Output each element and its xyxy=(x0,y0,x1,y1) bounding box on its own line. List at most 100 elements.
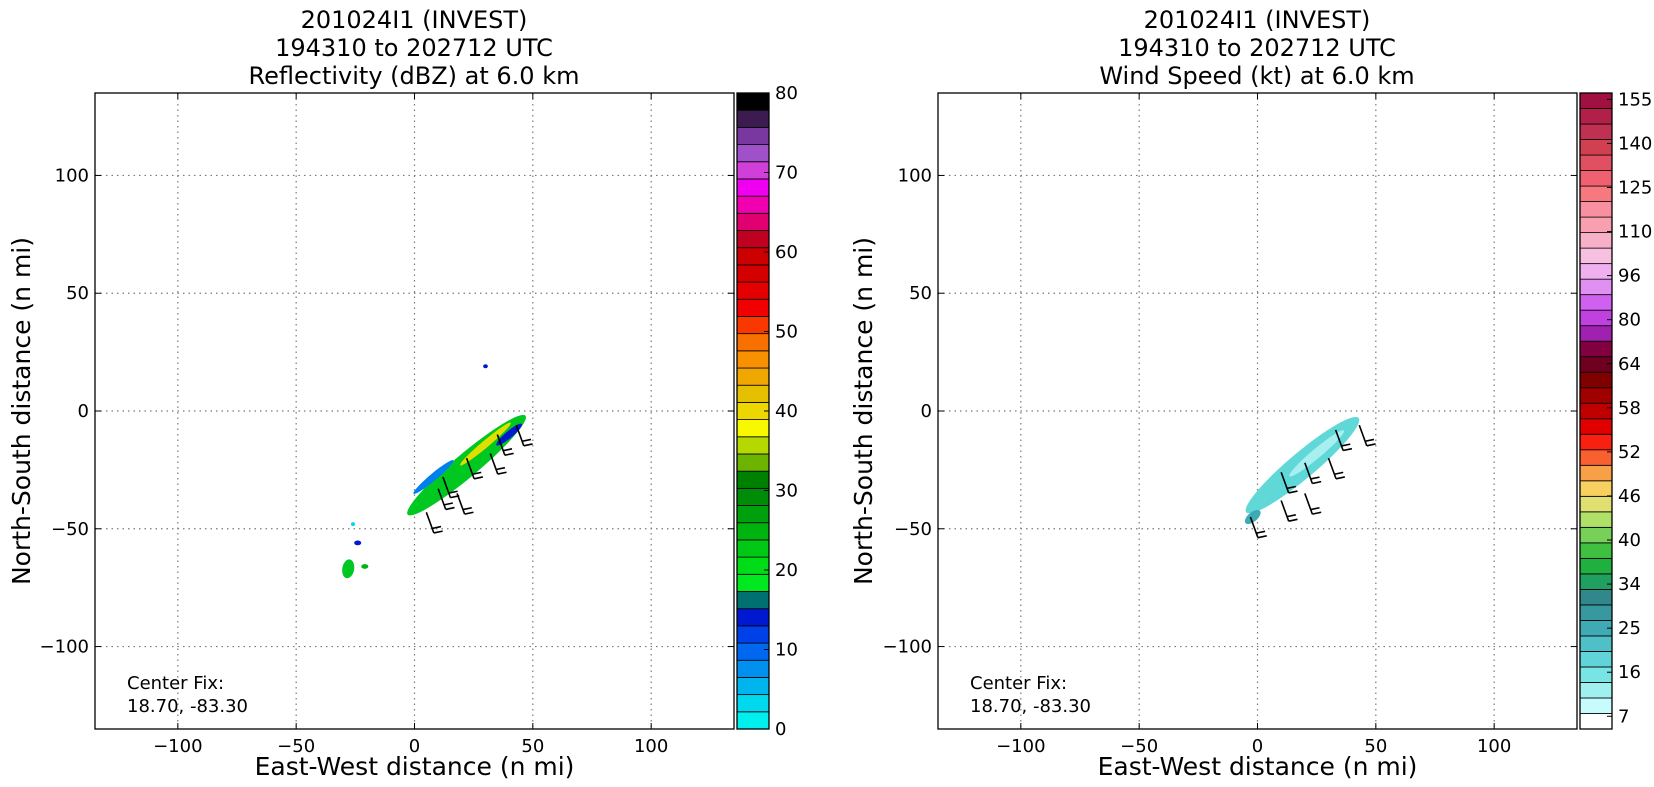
wind-barb xyxy=(496,434,514,457)
center-fix-annotation: 18.70, -83.30 xyxy=(970,696,1091,717)
colorbar-swatch xyxy=(1579,651,1613,668)
wind-barb-flag xyxy=(1288,490,1298,494)
wind-barb xyxy=(1358,424,1376,447)
chart-title-line: 201024I1 (INVEST) xyxy=(1144,6,1371,34)
colorbar-swatch xyxy=(736,573,770,592)
x-tick-label: 0 xyxy=(409,736,420,757)
wind-barb-flag xyxy=(445,506,455,511)
colorbar-swatch xyxy=(1579,356,1613,373)
wind-barb xyxy=(1304,493,1322,515)
colorbar-swatch xyxy=(1579,278,1613,296)
colorbar-tick-label: 16 xyxy=(1618,662,1641,683)
colorbar-swatch xyxy=(736,384,770,403)
colorbar-swatch xyxy=(736,212,770,231)
colorbar-swatch xyxy=(1579,433,1613,451)
wind-barb-flag xyxy=(1256,530,1266,534)
colorbar-tick-label: 80 xyxy=(1618,310,1641,331)
colorbar-swatch xyxy=(1579,387,1613,404)
data-feature-band-core xyxy=(460,422,511,466)
wind-barb xyxy=(456,493,474,515)
center-fix-annotation: Center Fix: xyxy=(970,673,1067,694)
data-feature-sw-cell xyxy=(342,559,355,579)
y-tick-label: 100 xyxy=(898,165,932,186)
wind-barb-flag xyxy=(1335,476,1345,480)
wind-barb-flag xyxy=(503,448,513,452)
chart-title-line: 201024I1 (INVEST) xyxy=(301,6,528,34)
x-tick-label: 50 xyxy=(1364,736,1387,757)
colorbar-swatch xyxy=(736,522,770,541)
colorbar-tick-label: 80 xyxy=(775,83,798,104)
colorbar-tick-label: 58 xyxy=(1618,398,1641,419)
colorbar-tick-label: 110 xyxy=(1618,222,1652,243)
wind-barb-shaft xyxy=(456,493,466,515)
wind-barb-flag xyxy=(521,438,532,443)
colorbar-swatch xyxy=(1579,635,1613,652)
chart-title-line: 194310 to 202712 UTC xyxy=(275,34,553,62)
wind-barb-flag xyxy=(433,530,443,534)
colorbar-tick-label: 125 xyxy=(1618,177,1652,198)
wind-barb-shaft xyxy=(1304,493,1314,515)
colorbar-tick-label: 40 xyxy=(1618,530,1641,551)
wind-barb-flag xyxy=(523,443,533,447)
colorbar-swatch xyxy=(736,470,770,489)
data-feature-blue-edge-east xyxy=(496,423,523,446)
colorbar-frame xyxy=(1579,92,1613,730)
colorbar-swatch xyxy=(1579,682,1613,699)
colorbar-swatch xyxy=(1579,480,1613,497)
wind-barb-flag xyxy=(1312,480,1322,485)
colorbar-swatch xyxy=(736,230,770,249)
wind-barb-flag xyxy=(1366,443,1376,447)
colorbar-swatch xyxy=(736,453,770,472)
x-tick-label: 50 xyxy=(521,736,544,757)
wind-barb-shaft xyxy=(437,488,447,510)
colorbar-tick-label: 46 xyxy=(1618,486,1641,507)
wind-barb-flag xyxy=(1342,447,1353,452)
colorbar-swatch xyxy=(736,419,770,438)
wind-barb-flag xyxy=(1257,535,1267,539)
colorbar-tick-label: 30 xyxy=(775,481,798,502)
wind-barb-flag xyxy=(432,525,442,530)
colorbar-swatch xyxy=(1579,542,1613,559)
colorbar-tick-label: 52 xyxy=(1618,442,1641,463)
data-feature-tiny-spot xyxy=(350,522,355,527)
colorbar-swatch xyxy=(1579,263,1613,280)
y-tick-label: 50 xyxy=(66,283,89,304)
wind-barb xyxy=(1327,457,1345,480)
colorbar-swatch xyxy=(736,161,770,180)
x-tick-label: 0 xyxy=(1252,736,1263,757)
wind-barb-flag xyxy=(1341,443,1351,447)
chart-title-line: Wind Speed (kt) at 6.0 km xyxy=(1099,62,1414,90)
colorbar-swatch xyxy=(1579,201,1613,218)
chart-panel-2: 201024I1 (INVEST)194310 to 202712 UTCWin… xyxy=(849,6,1652,781)
colorbar-swatch xyxy=(736,367,770,386)
wind-barb-shaft xyxy=(442,476,452,498)
colorbar-swatch xyxy=(1579,697,1613,714)
wind-barb-flag xyxy=(473,476,484,480)
colorbar-tick-label: 96 xyxy=(1618,266,1641,287)
colorbar-swatch xyxy=(736,109,770,128)
wind-barb xyxy=(1280,471,1298,494)
wind-barb-flag xyxy=(462,506,472,511)
wind-barb xyxy=(437,488,455,511)
colorbar-swatch xyxy=(1579,464,1613,482)
colorbar-tick-label: 34 xyxy=(1618,574,1641,595)
wind-barb-flag xyxy=(1286,485,1297,490)
colorbar-swatch xyxy=(736,659,770,678)
colorbar-swatch xyxy=(1579,309,1613,327)
wind-barb-shaft xyxy=(1327,457,1337,480)
colorbar-tick-label: 70 xyxy=(775,163,798,184)
colorbar-swatch xyxy=(736,247,770,266)
colorbar-swatch xyxy=(736,281,770,300)
wind-barb xyxy=(489,453,507,475)
wind-barb-shaft xyxy=(496,434,506,456)
colorbar-swatch xyxy=(1579,340,1613,358)
colorbar-swatch xyxy=(1579,92,1613,109)
colorbar-swatch xyxy=(1579,557,1613,575)
colorbar-swatch xyxy=(736,144,770,163)
colorbar-tick-label: 20 xyxy=(775,560,798,581)
center-fix-annotation: Center Fix: xyxy=(127,673,224,694)
wind-barb-flag xyxy=(504,452,514,457)
wind-barb-shaft xyxy=(489,453,499,475)
